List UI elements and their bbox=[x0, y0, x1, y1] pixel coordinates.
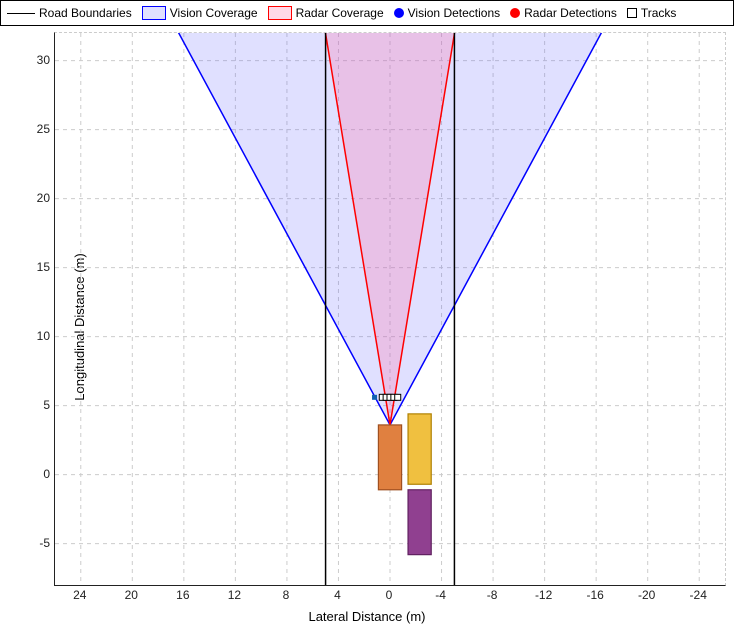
legend-vision-coverage: Vision Coverage bbox=[142, 6, 258, 20]
y-tick: 10 bbox=[24, 329, 50, 343]
y-tick: 30 bbox=[24, 53, 50, 67]
x-tick: 12 bbox=[228, 588, 241, 602]
line-icon bbox=[7, 13, 35, 14]
y-tick: 15 bbox=[24, 260, 50, 274]
legend-label: Road Boundaries bbox=[39, 6, 132, 20]
x-tick: -16 bbox=[586, 588, 603, 602]
chart-container: Road Boundaries Vision Coverage Radar Co… bbox=[0, 0, 734, 626]
x-tick: -4 bbox=[435, 588, 446, 602]
legend-label: Vision Detections bbox=[408, 6, 501, 20]
legend-radar-detections: Radar Detections bbox=[510, 6, 617, 20]
legend-tracks: Tracks bbox=[627, 6, 677, 20]
x-axis-label: Lateral Distance (m) bbox=[308, 609, 425, 624]
dot-icon bbox=[394, 8, 404, 18]
x-tick: 16 bbox=[176, 588, 189, 602]
swatch-icon bbox=[268, 6, 292, 20]
square-icon bbox=[627, 8, 637, 18]
plot-svg bbox=[54, 32, 726, 586]
dot-icon bbox=[510, 8, 520, 18]
y-tick: 0 bbox=[24, 467, 50, 481]
legend-road-boundaries: Road Boundaries bbox=[7, 6, 132, 20]
x-tick: 4 bbox=[334, 588, 341, 602]
legend-label: Vision Coverage bbox=[170, 6, 258, 20]
legend: Road Boundaries Vision Coverage Radar Co… bbox=[0, 0, 734, 26]
x-tick: 0 bbox=[386, 588, 393, 602]
x-tick: -12 bbox=[535, 588, 552, 602]
legend-radar-coverage: Radar Coverage bbox=[268, 6, 384, 20]
x-tick: -8 bbox=[487, 588, 498, 602]
x-tick: -20 bbox=[638, 588, 655, 602]
x-tick: 24 bbox=[73, 588, 86, 602]
legend-vision-detections: Vision Detections bbox=[394, 6, 501, 20]
swatch-icon bbox=[142, 6, 166, 20]
x-tick: -24 bbox=[690, 588, 707, 602]
y-tick: -5 bbox=[24, 536, 50, 550]
y-tick: 5 bbox=[24, 398, 50, 412]
y-tick: 25 bbox=[24, 122, 50, 136]
plot-area: Longitudinal Distance (m) Lateral Distan… bbox=[0, 28, 734, 626]
legend-label: Radar Detections bbox=[524, 6, 617, 20]
x-tick: 20 bbox=[125, 588, 138, 602]
x-tick: 8 bbox=[283, 588, 290, 602]
legend-label: Tracks bbox=[641, 6, 677, 20]
legend-label: Radar Coverage bbox=[296, 6, 384, 20]
y-tick: 20 bbox=[24, 191, 50, 205]
